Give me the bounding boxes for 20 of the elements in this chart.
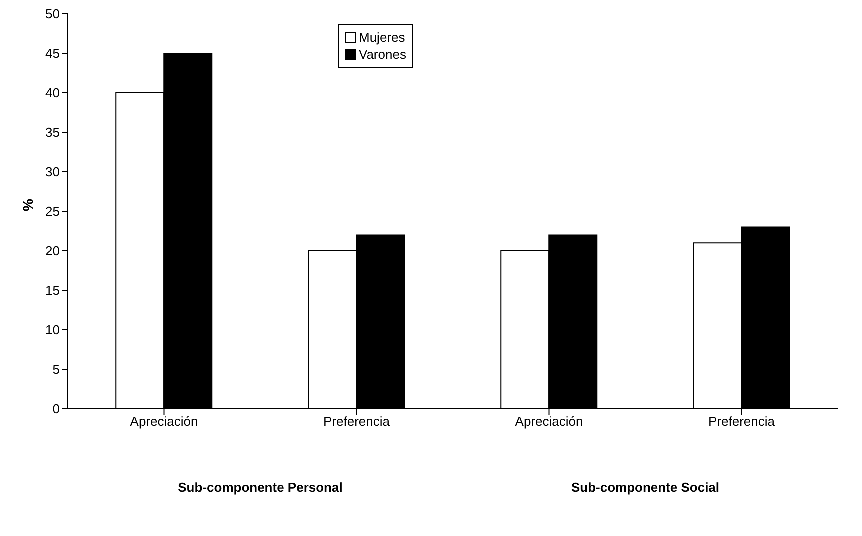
text: Sub-componente Social [570, 480, 721, 495]
x-tick-label: Preferencia [708, 414, 776, 430]
legend-label: Mujeres [359, 30, 406, 45]
y-tick-label: 20 [46, 244, 60, 259]
y-tick-label: 0 [52, 402, 60, 417]
x-tick-label: Preferencia [324, 414, 391, 430]
y-tick-label: 35 [46, 125, 60, 140]
y-tick-label: 25 [46, 204, 60, 220]
x-tick-label: Apreciación [515, 414, 584, 430]
x-tick-label: Apreciación [130, 414, 198, 430]
y-tick-label: 40 [46, 86, 60, 101]
y-tick-label: 45 [46, 46, 60, 62]
y-tick-label: 50 [46, 6, 60, 22]
y-tick-label: 5 [52, 362, 60, 378]
legend-label: Varones [359, 47, 406, 62]
y-axis-title: % [20, 198, 36, 212]
y-tick-label: 30 [46, 164, 60, 180]
y-tick-label: 10 [46, 322, 60, 338]
text: Sub-componente Personal [177, 480, 344, 495]
y-tick-label: 15 [46, 283, 60, 298]
